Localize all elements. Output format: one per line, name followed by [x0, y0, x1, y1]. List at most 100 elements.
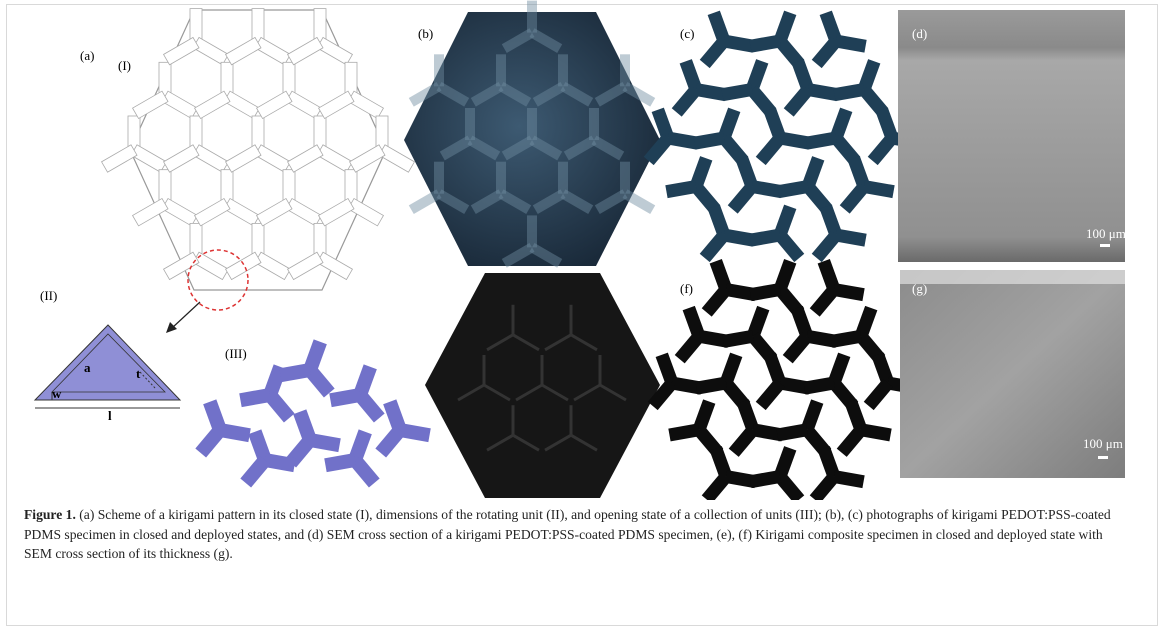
pattern-piece — [318, 90, 355, 120]
pattern-piece — [344, 61, 358, 97]
pattern-piece — [819, 10, 843, 44]
pattern-piece — [354, 390, 385, 423]
pattern-piece — [670, 376, 703, 395]
pattern-piece — [470, 81, 504, 107]
pattern-piece — [515, 383, 543, 402]
pattern-piece — [563, 135, 597, 161]
pattern-piece — [482, 355, 486, 385]
pattern-piece — [722, 34, 755, 53]
pattern-piece — [695, 376, 728, 395]
panel-label: (II) — [40, 288, 57, 303]
arrow — [171, 301, 201, 329]
pattern-piece — [408, 189, 442, 215]
pattern-piece — [263, 453, 296, 473]
pattern-piece — [353, 364, 377, 398]
pattern-piece — [158, 61, 172, 97]
pattern-piece — [728, 425, 758, 457]
pattern-piece — [569, 304, 573, 335]
pattern-piece — [279, 363, 312, 383]
pattern-piece — [776, 423, 809, 442]
pattern-piece — [777, 180, 810, 199]
pattern-piece — [836, 425, 866, 457]
panel-label: (d) — [912, 26, 927, 41]
pattern-piece — [691, 182, 721, 214]
pattern-piece — [749, 34, 782, 53]
pattern-piece — [256, 197, 293, 227]
pattern-piece — [544, 433, 572, 452]
pattern-piece — [724, 283, 757, 302]
pattern-piece — [832, 283, 865, 302]
pattern-piece — [749, 228, 782, 247]
pattern-piece — [809, 472, 839, 500]
pattern-piece — [803, 182, 833, 214]
pattern-piece — [682, 305, 706, 339]
pattern-piece — [189, 8, 203, 44]
pattern-piece — [511, 304, 515, 335]
pattern-piece — [721, 83, 754, 102]
pattern-piece — [239, 388, 272, 408]
pattern-piece — [693, 131, 726, 150]
figure-frame — [6, 4, 1158, 626]
pattern-piece — [859, 423, 892, 442]
pattern-piece — [709, 259, 733, 292]
pattern-piece — [511, 405, 515, 436]
pattern-piece — [692, 399, 716, 432]
pattern-piece — [282, 61, 296, 97]
unit-triangle — [33, 324, 182, 409]
pattern-piece — [194, 197, 231, 227]
pattern-piece — [620, 54, 630, 87]
pattern-piece — [745, 59, 769, 92]
pattern-piece — [287, 36, 324, 66]
pattern-piece — [486, 433, 514, 452]
panel-label: (f) — [680, 281, 693, 296]
pattern-piece — [844, 399, 868, 432]
pattern-piece — [383, 399, 407, 433]
pattern-piece — [719, 133, 749, 166]
pattern-piece — [256, 90, 293, 120]
pattern-piece — [831, 133, 861, 166]
pattern-piece — [218, 423, 251, 443]
panel-label: (III) — [225, 346, 247, 361]
pattern-piece — [189, 222, 203, 258]
pattern-piece — [778, 131, 811, 150]
pattern-piece — [498, 189, 532, 215]
caption: Figure 1. (a) Scheme of a kirigami patte… — [24, 505, 1134, 564]
photo-pattern — [408, 0, 656, 268]
pattern-piece — [719, 352, 743, 386]
pattern-piece — [282, 169, 296, 205]
pattern-piece — [694, 83, 727, 102]
pattern-piece — [225, 144, 262, 173]
pattern-piece — [805, 131, 838, 150]
pattern-piece — [436, 81, 470, 107]
pattern-piece — [264, 390, 295, 423]
pattern-piece — [746, 305, 770, 339]
dimension-label: l — [108, 408, 112, 423]
pattern-piece — [398, 423, 431, 443]
pattern-piece — [324, 453, 357, 473]
pattern-piece — [749, 470, 782, 489]
pattern-piece — [558, 161, 568, 194]
caption-text: (a) Scheme of a kirigami pattern in its … — [24, 507, 1111, 561]
dimension-label: t — [136, 366, 141, 381]
pattern-piece — [570, 333, 598, 352]
pattern-piece — [434, 54, 444, 87]
pattern-piece — [707, 10, 731, 44]
pattern-piece — [801, 156, 825, 189]
pattern-piece — [829, 107, 853, 141]
pattern-piece — [540, 355, 544, 385]
scale-bar — [1098, 456, 1108, 459]
open-units — [195, 339, 431, 488]
pattern-piece — [501, 243, 535, 268]
pattern-piece — [434, 161, 444, 194]
pattern-piece — [194, 90, 231, 120]
pattern-piece — [651, 107, 675, 141]
photo-deployed-composite — [647, 259, 919, 500]
pattern-piece — [251, 8, 265, 44]
pattern-piece — [541, 383, 569, 402]
pattern-piece — [827, 352, 851, 386]
pattern-piece — [220, 169, 234, 205]
sem-image-g — [900, 270, 1125, 478]
pattern-piece — [775, 230, 805, 263]
pattern-piece — [763, 352, 787, 386]
figure: (a) (I) (b) (c) (d) (II) (e) (f) (g) (II… — [33, 0, 1126, 500]
